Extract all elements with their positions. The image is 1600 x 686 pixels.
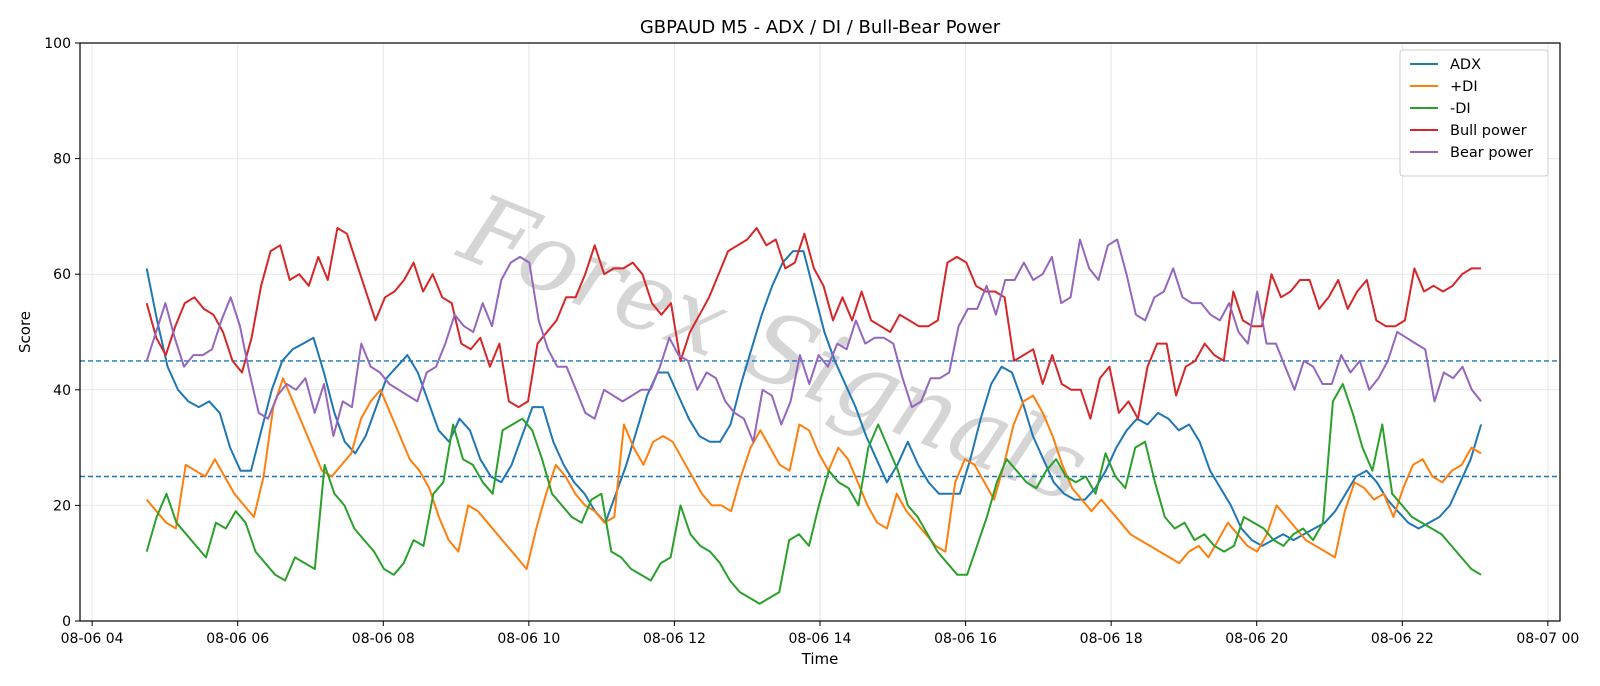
y-axis-ticks: 0 20 40 60 80 100 xyxy=(44,36,80,630)
series-line-bear-power xyxy=(145,238,1482,443)
series-line-adx xyxy=(145,250,1483,547)
y-axis-label: Score xyxy=(16,311,34,353)
x-tick-label: 08-06 14 xyxy=(789,631,852,647)
x-tick-label: 08-06 06 xyxy=(206,631,269,647)
x-tick-label: 08-06 22 xyxy=(1371,631,1434,647)
legend-label: +DI xyxy=(1450,79,1478,95)
x-tick-label: 08-07 00 xyxy=(1516,631,1579,647)
grid-lines xyxy=(80,42,1560,622)
series-line-bull-power xyxy=(145,227,1482,420)
x-axis-ticks: 08-06 04 08-06 06 08-06 08 08-06 10 08-06 12… xyxy=(61,621,1579,647)
y-tick-label: 40 xyxy=(53,383,71,399)
x-tick-label: 08-06 08 xyxy=(352,631,415,647)
legend-box xyxy=(1399,49,1549,177)
x-axis-label: Time xyxy=(801,650,839,668)
y-tick-label: 80 xyxy=(53,152,71,168)
legend-label: Bear power xyxy=(1450,145,1533,161)
x-tick-label: 08-06 18 xyxy=(1080,631,1143,647)
x-tick-label: 08-06 16 xyxy=(934,631,997,647)
legend-label: Bull power xyxy=(1450,123,1527,139)
x-tick-label: 08-06 04 xyxy=(61,631,124,647)
x-tick-label: 08-06 10 xyxy=(497,631,560,647)
legend-label: ADX xyxy=(1450,57,1481,73)
legend: ADX +DI -DI Bull power Bear power xyxy=(1399,49,1549,177)
y-tick-label: 60 xyxy=(53,267,71,283)
series-line-di xyxy=(145,383,1482,605)
x-tick-label: 08-06 20 xyxy=(1225,631,1288,647)
series-line-di xyxy=(145,377,1482,570)
reference-lines xyxy=(80,360,1560,478)
y-tick-label: 0 xyxy=(62,614,71,630)
x-tick-label: 08-06 12 xyxy=(643,631,706,647)
series-lines xyxy=(145,227,1483,605)
legend-label: -DI xyxy=(1450,101,1471,117)
y-tick-label: 20 xyxy=(53,498,71,514)
y-tick-label: 100 xyxy=(44,36,71,52)
chart-title: GBPAUD M5 - ADX / DI / Bull-Bear Power xyxy=(640,17,1001,38)
